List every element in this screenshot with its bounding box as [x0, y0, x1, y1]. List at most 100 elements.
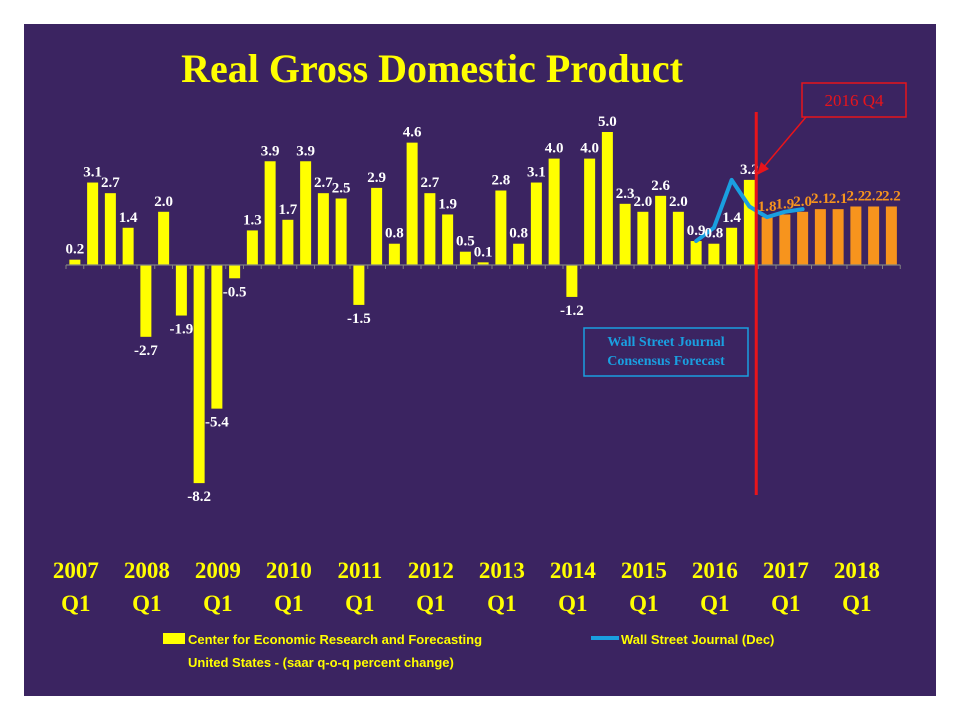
data-label: -2.7: [134, 343, 158, 359]
x-tick-year: 2008: [124, 558, 170, 583]
x-tick-quarter: Q1: [842, 591, 871, 616]
data-label: 2.3: [616, 186, 635, 202]
bar: [229, 265, 241, 279]
bar: [637, 211, 649, 265]
wsj-forecast-box: [583, 327, 749, 377]
x-tick-year: 2012: [408, 558, 454, 583]
x-tick-quarter: Q1: [61, 591, 90, 616]
bars-layer: [69, 132, 897, 484]
bar: [87, 182, 99, 265]
bar: [655, 195, 667, 265]
bar: [672, 211, 684, 265]
bar: [832, 209, 844, 265]
x-tick-quarter: Q1: [700, 591, 729, 616]
bar: [300, 161, 312, 265]
data-label: 3.2: [740, 162, 759, 178]
value-labels-layer: 0.23.12.71.4-2.72.0-1.9-8.2-5.4-0.51.33.…: [66, 114, 901, 505]
bar: [353, 265, 365, 305]
bar: [513, 243, 525, 265]
data-label: 2.0: [634, 194, 653, 210]
x-tick-quarter: Q1: [203, 591, 232, 616]
bar: [584, 158, 596, 265]
x-tick-year: 2013: [479, 558, 525, 583]
wsj-forecast-line2: Consensus Forecast: [607, 354, 725, 369]
x-tick-quarter: Q1: [345, 591, 374, 616]
legend-label-line: Wall Street Journal (Dec): [621, 632, 774, 647]
bar: [726, 227, 738, 265]
data-label: 2.0: [669, 194, 688, 210]
marker-arrow-line: [762, 116, 807, 169]
bar: [743, 179, 755, 265]
x-tick-year: 2010: [266, 558, 312, 583]
data-label: 1.4: [119, 210, 138, 226]
bar: [850, 206, 862, 265]
marker-arrow-head: [757, 162, 769, 175]
x-tick-year: 2011: [338, 558, 383, 583]
data-label: 1.8: [758, 199, 777, 215]
data-label: 0.8: [705, 226, 724, 242]
marker-label-box: [801, 82, 907, 118]
x-tick-quarter: Q1: [771, 591, 800, 616]
data-label: 2.7: [314, 175, 333, 191]
bar: [477, 262, 489, 265]
bar: [779, 214, 791, 265]
legend: Center for Economic Research and Forecas…: [163, 632, 774, 670]
bar: [708, 243, 720, 265]
x-tick-labels: 2007 Q1 2008 Q1 2009 Q1 2010 Q1 2011 Q1 2012 Q1 2013…: [53, 558, 880, 616]
x-tick-quarter: Q1: [416, 591, 445, 616]
x-tick-quarter: Q1: [558, 591, 587, 616]
x-tick-quarter: Q1: [274, 591, 303, 616]
x-tick-year: 2016: [692, 558, 738, 583]
data-label: 3.9: [261, 143, 280, 159]
data-label: 1.4: [722, 210, 741, 226]
x-tick-year: 2018: [834, 558, 880, 583]
bar: [335, 198, 347, 265]
bar: [601, 132, 613, 265]
bar: [566, 265, 578, 297]
bar: [264, 161, 276, 265]
data-label: 0.2: [66, 242, 85, 258]
data-label: 2.2: [847, 188, 866, 204]
bar: [690, 241, 702, 265]
data-label: 4.0: [545, 141, 564, 157]
bar: [530, 182, 542, 265]
bar: [814, 209, 826, 265]
data-label: 2.8: [492, 173, 511, 189]
bar: [158, 211, 170, 265]
chart-panel: Real Gross Domestic Product 0.2 3.1 2.7 1.4…: [24, 24, 936, 696]
chart-title: Real Gross Domestic Product: [181, 46, 683, 91]
bar: [211, 265, 223, 409]
x-tick-year: 2015: [621, 558, 667, 583]
legend-label-bars: Center for Economic Research and Forecas…: [188, 632, 482, 647]
data-label: 3.1: [527, 165, 546, 181]
bar: [104, 193, 116, 265]
data-label: 2.9: [367, 170, 386, 186]
bar: [442, 214, 454, 265]
bar: [761, 217, 773, 265]
bar: [459, 251, 471, 265]
bar: [868, 206, 880, 265]
data-label: 3.1: [83, 165, 102, 181]
data-label: 2.0: [793, 194, 812, 210]
gdp-chart: Real Gross Domestic Product 0.2 3.1 2.7 1.4…: [53, 46, 907, 670]
bar: [424, 193, 436, 265]
data-label: 0.8: [509, 226, 528, 242]
bar: [193, 265, 205, 484]
x-tick-quarter: Q1: [132, 591, 161, 616]
data-label: 2.7: [421, 175, 440, 191]
x-tick-year: 2014: [550, 558, 597, 583]
wsj-line: [694, 177, 805, 244]
bar: [69, 259, 81, 265]
bar: [371, 187, 383, 265]
legend-swatch-bars: [163, 633, 185, 644]
data-label: 2.1: [829, 191, 848, 207]
bar: [495, 190, 507, 265]
bar: [140, 265, 152, 337]
x-tick-year: 2009: [195, 558, 241, 583]
data-label: 5.0: [598, 114, 617, 130]
data-label: 2.6: [651, 178, 670, 194]
bar: [797, 211, 809, 265]
data-label: 1.9: [438, 196, 457, 212]
marker-label: 2016 Q4: [824, 91, 884, 110]
data-label: -0.5: [223, 284, 247, 300]
